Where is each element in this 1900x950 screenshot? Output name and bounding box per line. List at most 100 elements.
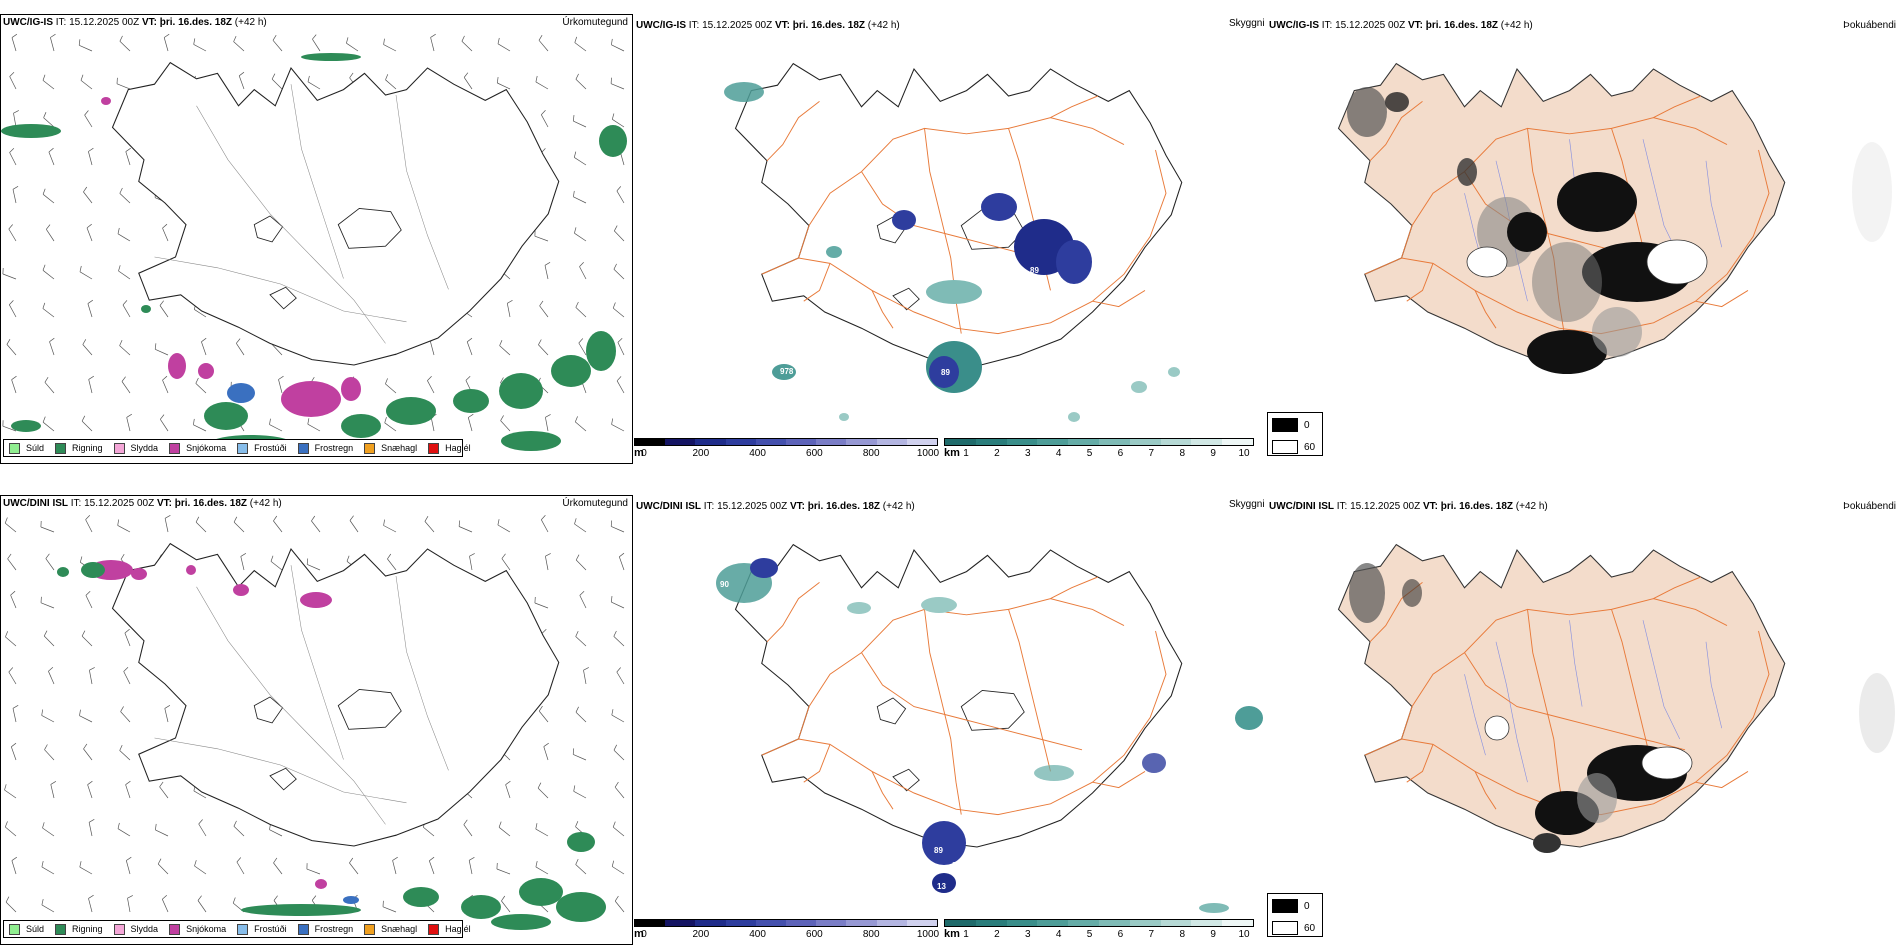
wind-barb-flag	[119, 35, 123, 42]
colorbar-step	[876, 920, 907, 926]
wind-barb-flag	[612, 302, 616, 309]
wind-barb-flag	[385, 378, 388, 385]
colorbar-step	[1098, 439, 1130, 445]
wind-barb-flag	[85, 515, 91, 520]
wind-barb	[583, 670, 587, 685]
wind-barb	[498, 827, 511, 837]
wind-barb-flag	[579, 591, 585, 596]
wind-barb-flag	[232, 897, 236, 904]
wind-barb	[278, 379, 283, 394]
wind-barb	[4, 522, 17, 533]
wind-barb-flag	[83, 743, 88, 750]
wind-barb-flag	[349, 857, 354, 864]
legend-label: Súld	[26, 924, 45, 934]
wind-barb-flag	[42, 302, 46, 309]
svg-text:89: 89	[934, 846, 943, 855]
wind-barb	[12, 708, 17, 723]
wind-barb-flag	[572, 748, 575, 755]
colorbar-step	[786, 920, 817, 926]
wind-barb-flag	[349, 515, 354, 521]
wind-barb-flag	[613, 630, 617, 637]
vis-areas	[724, 82, 1180, 422]
wind-barb-flag	[164, 514, 171, 519]
wind-barb	[385, 383, 397, 394]
wind-barb-flag	[385, 74, 389, 80]
colorbar-tick: 200	[692, 448, 710, 459]
svg-text:124: 124	[1049, 305, 1063, 314]
wind-barb	[269, 829, 283, 837]
precip-areas	[57, 560, 606, 930]
wind-barb	[42, 194, 55, 204]
wind-barb	[611, 526, 625, 533]
wind-barb	[573, 120, 587, 128]
wind-barb-flag	[41, 861, 44, 867]
wind-barb-flag	[575, 301, 579, 308]
wind-barb-flag	[583, 667, 589, 671]
wind-barb-flag	[535, 861, 538, 867]
wind-barb	[573, 754, 587, 761]
wind-barb	[5, 901, 17, 913]
svg-text:141: 141	[1044, 290, 1058, 299]
height-ticks: 0 200 400 600 800 1000	[641, 929, 939, 941]
wind-barb-flag	[497, 37, 500, 44]
wind-barb	[427, 380, 435, 394]
wind-barb-flag	[273, 515, 278, 522]
legend-swatch	[297, 442, 309, 454]
wind-barb-flag	[613, 744, 618, 751]
wind-barb	[273, 520, 283, 533]
wind-barb	[123, 671, 131, 685]
wind-barb-flag	[81, 630, 86, 637]
vis-colorbar	[944, 919, 1254, 927]
wind-barb-flag	[8, 667, 14, 673]
colorbar-step	[1129, 920, 1161, 926]
wind-barb	[162, 379, 169, 394]
wind-barb	[236, 343, 245, 356]
colorbar-step	[1068, 920, 1099, 926]
fog-panel-bottom: UWC/DINI ISL IT: 15.12.2025 00Z VT: þri.…	[1267, 495, 1900, 891]
panel-title: Úrkomutegund	[562, 17, 628, 28]
wind-barb-flag	[197, 895, 202, 901]
wind-barb-flag	[125, 147, 131, 152]
wind-barb	[611, 601, 625, 609]
colorbar-tick: 800	[862, 929, 880, 940]
wind-barb-flag	[465, 376, 471, 381]
wind-barb	[193, 790, 207, 799]
wind-barb	[614, 786, 625, 799]
wind-barb-flag	[12, 185, 19, 190]
cloud-legend-item: 60	[1272, 918, 1318, 938]
wind-barb-flag	[236, 338, 241, 344]
wind-barb-flag	[78, 39, 81, 46]
colorbar-tick: 400	[749, 929, 766, 940]
wind-barb-flag	[126, 413, 132, 418]
colorbar-step	[1191, 920, 1223, 926]
wind-barb-flag	[157, 858, 162, 865]
wind-barb-flag	[614, 895, 619, 902]
svg-text:12: 12	[792, 574, 801, 583]
wind-barb-flag	[545, 414, 551, 418]
wind-barb-flag	[461, 35, 465, 42]
wind-barb	[43, 635, 55, 647]
wind-barb	[543, 746, 549, 761]
wind-barb	[117, 525, 131, 533]
wind-barb-flag	[43, 630, 48, 637]
legend-swatch	[297, 923, 309, 935]
colorbar-step	[816, 920, 847, 926]
wind-barb	[87, 784, 93, 799]
panel-title: Þokuábendi	[1843, 20, 1896, 31]
fog-panel-top: UWC/IG-IS IT: 15.12.2025 00Z VT: þri. 16…	[1267, 14, 1900, 410]
wind-barb	[41, 715, 55, 723]
wind-barb	[616, 671, 625, 685]
wind-barb	[83, 191, 93, 204]
wind-barb-flag	[48, 666, 54, 672]
legend-label: Frostúði	[254, 924, 287, 934]
cloud-legend: 0 60	[1267, 412, 1323, 456]
panel-header: UWC/DINI ISL IT: 15.12.2025 00Z VT: þri.…	[1269, 501, 1548, 512]
legend-label: Slydda	[130, 924, 159, 934]
colorbar-tick: 7	[1148, 929, 1155, 940]
wind-barb-flag	[42, 822, 45, 829]
wind-barb-flag	[271, 73, 276, 80]
panel-header: UWC/IG-IS IT: 15.12.2025 00Z VT: þri. 16…	[1269, 20, 1533, 31]
wind-barb-flag	[469, 856, 475, 861]
legend-item: Frostúði	[237, 923, 287, 935]
wind-barb-flag	[539, 300, 544, 306]
